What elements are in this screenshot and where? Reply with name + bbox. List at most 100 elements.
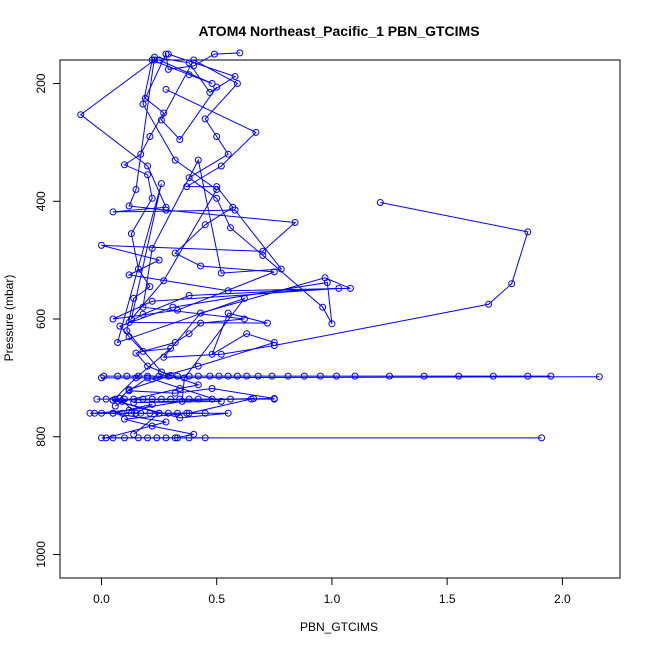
data-point (259, 251, 267, 259)
data-point (148, 244, 156, 252)
data-point (227, 224, 234, 232)
data-point (185, 395, 193, 403)
data-point (176, 395, 184, 403)
data-point (190, 62, 198, 70)
series-line (94, 59, 600, 419)
data-point (346, 284, 354, 292)
data-point (227, 395, 234, 403)
data-point (194, 372, 202, 380)
data-point (224, 372, 232, 380)
data-point (201, 221, 209, 229)
data-point (300, 372, 308, 380)
series (98, 50, 532, 361)
data-point (229, 203, 237, 211)
data-point (109, 409, 117, 417)
x-tick-label: 1.5 (439, 592, 456, 606)
data-point (155, 409, 163, 417)
data-point (268, 372, 276, 380)
data-point (157, 368, 165, 376)
x-tick-label: 1.0 (324, 592, 341, 606)
data-point (259, 247, 267, 255)
data-point (86, 409, 94, 417)
data-point (132, 349, 140, 357)
data-point (160, 109, 168, 117)
data-point (139, 100, 147, 108)
x-tick-label: 0.0 (93, 592, 110, 606)
data-point (114, 372, 122, 380)
data-point (333, 372, 340, 380)
y-tick-label: 800 (34, 426, 48, 446)
data-point (176, 385, 184, 392)
data-point (233, 372, 241, 380)
data-point (174, 409, 181, 417)
data-point (132, 186, 140, 193)
data-point (174, 372, 181, 380)
data-point (116, 322, 124, 330)
data-point (98, 434, 105, 442)
series-line (112, 59, 333, 435)
data-point (213, 194, 221, 202)
data-point (137, 409, 145, 417)
data-point (180, 374, 188, 382)
data-point (109, 315, 117, 323)
data-point (162, 434, 170, 442)
data-point (148, 400, 156, 408)
data-point (111, 402, 119, 410)
data-point (137, 150, 145, 158)
data-point (240, 315, 248, 323)
data-point (162, 206, 170, 214)
series-layer (77, 49, 603, 442)
y-tick-label: 400 (34, 191, 48, 211)
y-axis: 200 400 600 800 1000 (34, 73, 60, 568)
data-point (351, 372, 359, 380)
data-point (185, 372, 193, 380)
data-point (127, 230, 135, 238)
y-tick-label: 200 (34, 73, 48, 93)
data-point (109, 208, 117, 216)
data-point (102, 395, 110, 403)
data-point (171, 249, 179, 257)
data-point (254, 372, 262, 380)
data-point (215, 372, 223, 380)
data-point (139, 395, 147, 403)
data-point (224, 309, 232, 317)
data-point (134, 372, 142, 380)
data-point (284, 372, 292, 380)
data-point (547, 372, 555, 380)
data-point (183, 409, 191, 417)
x-tick-label: 2.0 (554, 592, 571, 606)
data-point (125, 387, 133, 395)
series (109, 85, 343, 442)
data-point (247, 395, 255, 403)
data-point (144, 434, 152, 442)
data-point (319, 303, 327, 311)
data-point (213, 133, 221, 140)
data-point (210, 50, 218, 58)
data-point (291, 219, 299, 226)
data-point (162, 418, 170, 426)
data-point (139, 347, 147, 355)
data-point (270, 268, 278, 276)
data-point (98, 409, 105, 417)
data-point (123, 372, 131, 380)
data-point (157, 180, 165, 188)
series (93, 395, 278, 403)
data-point (376, 199, 384, 206)
series-line (115, 52, 240, 407)
data-point (197, 309, 205, 317)
data-point (167, 395, 175, 403)
data-point (121, 395, 128, 403)
data-point (213, 83, 221, 91)
series (100, 372, 555, 380)
data-point (171, 156, 179, 164)
data-point (162, 85, 170, 93)
data-point (144, 372, 152, 380)
data-point (489, 372, 497, 380)
data-point (185, 434, 193, 442)
data-point (270, 342, 278, 349)
data-point (130, 395, 138, 403)
data-point (328, 320, 336, 328)
data-point (538, 434, 546, 442)
data-point (270, 395, 278, 403)
